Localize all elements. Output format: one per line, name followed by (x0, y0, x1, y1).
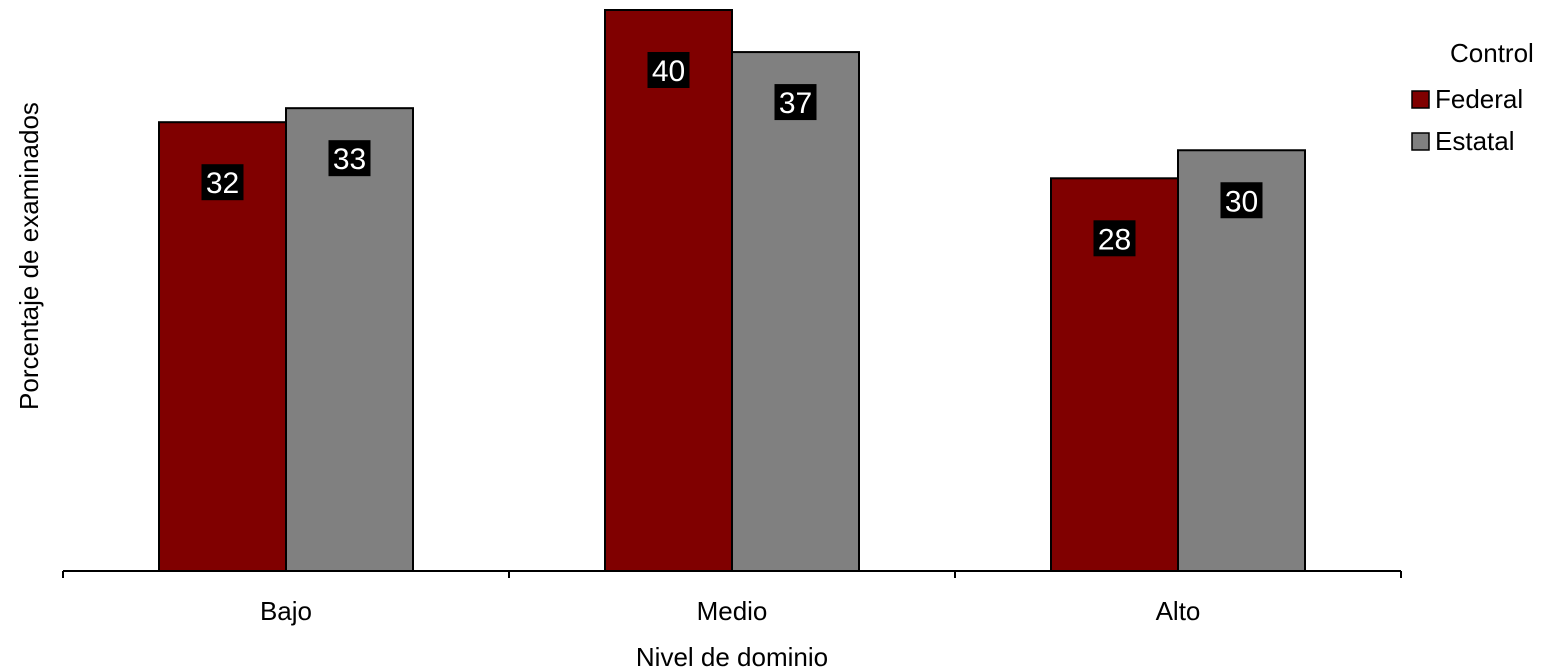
legend-swatch-estatal (1411, 132, 1430, 151)
data-label-box (201, 164, 244, 201)
x-axis-tick-labels: Bajo Medio Alto (260, 596, 1200, 626)
bar-federal-medio (604, 9, 733, 572)
legend-title: Control (1450, 38, 1534, 68)
data-labels-group: 32 33 40 37 28 30 (201, 52, 1263, 257)
data-label: 32 (206, 167, 239, 200)
data-label: 40 (652, 55, 685, 88)
bar-estatal-alto (1177, 149, 1306, 572)
data-label-box (328, 140, 371, 177)
x-tick-label: Bajo (260, 596, 312, 626)
data-label: 28 (1098, 223, 1131, 256)
x-axis-ticks (62, 571, 1402, 578)
legend: Control Federal Estatal (1411, 38, 1534, 156)
data-label-box (1093, 220, 1136, 257)
data-label: 37 (779, 87, 812, 120)
x-tick-label: Alto (1156, 596, 1201, 626)
bar-estatal-medio (731, 51, 860, 572)
y-axis-title: Porcentaje de examinados (14, 102, 44, 410)
x-tick-label: Medio (697, 596, 768, 626)
data-label-box (647, 52, 690, 88)
legend-swatch-federal (1411, 90, 1430, 109)
bars-group (158, 9, 1306, 573)
data-label-box (1220, 182, 1263, 219)
data-label: 33 (333, 143, 366, 176)
data-label: 30 (1225, 185, 1258, 218)
bar-estatal-bajo (285, 107, 414, 573)
x-axis-title: Nivel de dominio (636, 642, 828, 670)
legend-label-estatal: Estatal (1435, 126, 1515, 156)
data-label-box (774, 84, 817, 121)
legend-label-federal: Federal (1435, 84, 1523, 114)
